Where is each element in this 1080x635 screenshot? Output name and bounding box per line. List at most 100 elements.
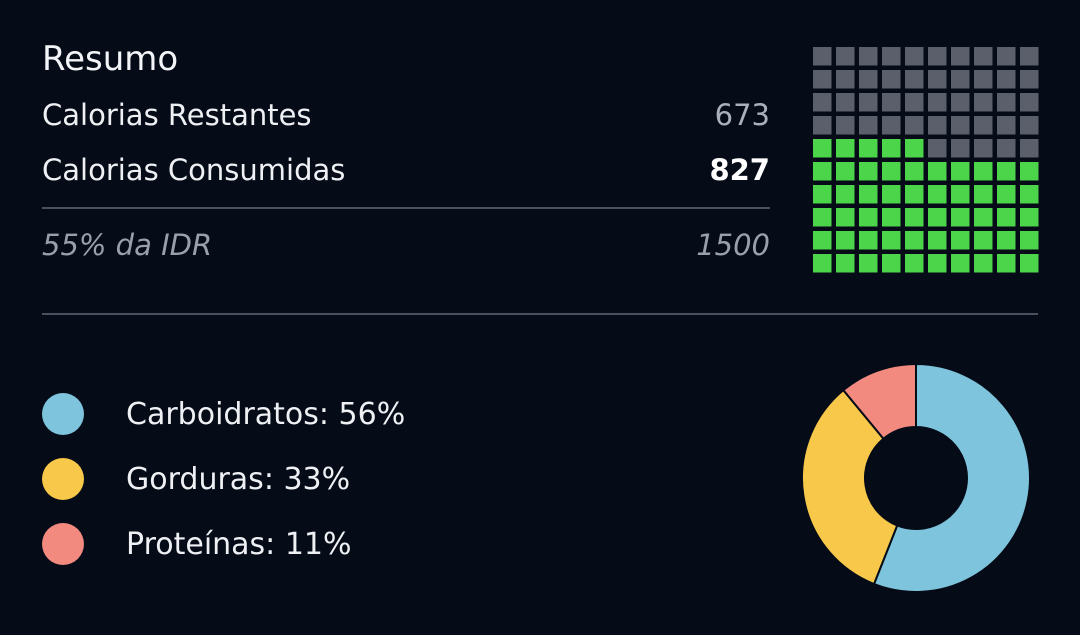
proteins-color-dot: [42, 523, 84, 565]
waffle-cell-filled: [1020, 162, 1039, 181]
waffle-cell-empty: [1020, 47, 1039, 66]
waffle-cell-filled: [951, 254, 970, 273]
waffle-cell-filled: [859, 162, 878, 181]
waffle-cell-filled: [836, 231, 855, 250]
idr-target-value: 1500: [696, 228, 770, 262]
waffle-cell-filled: [836, 208, 855, 227]
waffle-cell-filled: [928, 231, 947, 250]
legend-label-carbs: Carboidratos: 56%: [126, 396, 406, 432]
waffle-cell-empty: [928, 70, 947, 89]
waffle-cell-empty: [974, 47, 993, 66]
waffle-cell-empty: [974, 139, 993, 158]
waffle-cell-filled: [951, 208, 970, 227]
calories-remaining-value: 673: [714, 98, 770, 132]
calories-consumed-value: 827: [709, 153, 770, 187]
waffle-cell-filled: [997, 162, 1016, 181]
macros-donut-chart: [801, 362, 1031, 593]
legend-item-proteins: Proteínas: 11%: [42, 522, 352, 566]
waffle-cell-filled: [905, 208, 924, 227]
waffle-cell-filled: [859, 185, 878, 204]
waffle-cell-empty: [905, 93, 924, 112]
waffle-cell-empty: [997, 47, 1016, 66]
waffle-cell-filled: [905, 185, 924, 204]
waffle-cell-filled: [859, 208, 878, 227]
waffle-cell-empty: [997, 93, 1016, 112]
waffle-cell-filled: [836, 254, 855, 273]
waffle-cell-filled: [905, 231, 924, 250]
waffle-cell-filled: [951, 185, 970, 204]
waffle-cell-empty: [882, 47, 901, 66]
waffle-cell-empty: [951, 70, 970, 89]
waffle-cell-filled: [905, 139, 924, 158]
calorie-waffle-chart: [813, 47, 1039, 273]
waffle-cell-filled: [928, 254, 947, 273]
carbs-color-dot: [42, 393, 84, 435]
waffle-cell-filled: [905, 162, 924, 181]
calories-remaining-label: Calorias Restantes: [42, 98, 312, 132]
waffle-cell-filled: [813, 254, 832, 273]
waffle-cell-filled: [997, 185, 1016, 204]
waffle-cell-filled: [1020, 254, 1039, 273]
waffle-cell-empty: [951, 47, 970, 66]
waffle-cell-filled: [882, 231, 901, 250]
waffle-cell-empty: [859, 116, 878, 135]
waffle-cell-filled: [813, 162, 832, 181]
waffle-cell-empty: [1020, 70, 1039, 89]
waffle-cell-filled: [859, 139, 878, 158]
waffle-cell-empty: [813, 116, 832, 135]
waffle-cell-empty: [997, 116, 1016, 135]
waffle-cell-filled: [905, 254, 924, 273]
donut-slice-proteins: [841, 362, 917, 441]
waffle-cell-empty: [951, 93, 970, 112]
waffle-cell-filled: [951, 231, 970, 250]
waffle-cell-empty: [905, 70, 924, 89]
waffle-cell-empty: [836, 70, 855, 89]
waffle-cell-empty: [974, 70, 993, 89]
waffle-cell-empty: [997, 70, 1016, 89]
waffle-cell-filled: [974, 231, 993, 250]
waffle-cell-filled: [882, 254, 901, 273]
waffle-cell-empty: [882, 116, 901, 135]
waffle-cell-filled: [882, 162, 901, 181]
waffle-cell-filled: [882, 208, 901, 227]
waffle-cell-filled: [997, 208, 1016, 227]
waffle-cell-filled: [974, 162, 993, 181]
waffle-cell-empty: [836, 93, 855, 112]
waffle-cell-empty: [813, 93, 832, 112]
waffle-cell-filled: [974, 254, 993, 273]
waffle-cell-filled: [859, 231, 878, 250]
donut-slice-fats: [801, 388, 899, 586]
waffle-cell-empty: [1020, 139, 1039, 158]
waffle-cell-empty: [928, 139, 947, 158]
waffle-cell-filled: [1020, 208, 1039, 227]
legend-item-carbs: Carboidratos: 56%: [42, 392, 405, 436]
summary-title: Resumo: [42, 39, 179, 79]
section-divider: [42, 313, 1038, 315]
waffle-cell-filled: [928, 185, 947, 204]
calories-consumed-row: Calorias Consumidas 827: [42, 150, 770, 190]
fats-color-dot: [42, 458, 84, 500]
waffle-cell-empty: [905, 116, 924, 135]
waffle-cell-filled: [928, 162, 947, 181]
legend-item-fats: Gorduras: 33%: [42, 457, 350, 501]
waffle-cell-empty: [1020, 93, 1039, 112]
idr-percent-label: 55% da IDR: [42, 228, 213, 262]
waffle-cell-filled: [951, 162, 970, 181]
waffle-cell-filled: [813, 231, 832, 250]
waffle-cell-empty: [882, 70, 901, 89]
waffle-cell-empty: [859, 47, 878, 66]
waffle-cell-empty: [951, 116, 970, 135]
waffle-cell-filled: [836, 162, 855, 181]
waffle-cell-empty: [928, 47, 947, 66]
waffle-cell-filled: [997, 254, 1016, 273]
waffle-cell-filled: [836, 185, 855, 204]
waffle-cell-filled: [1020, 185, 1039, 204]
waffle-cell-filled: [813, 185, 832, 204]
waffle-cell-filled: [974, 185, 993, 204]
idr-row: 55% da IDR 1500: [42, 225, 770, 265]
waffle-cell-empty: [813, 70, 832, 89]
waffle-cell-filled: [882, 139, 901, 158]
waffle-cell-empty: [882, 93, 901, 112]
legend-label-proteins: Proteínas: 11%: [126, 526, 352, 562]
